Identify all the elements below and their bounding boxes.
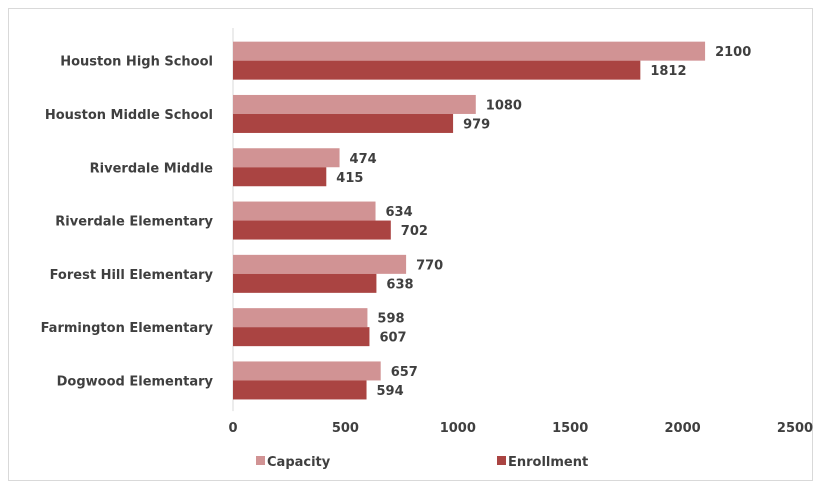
category-label-houston-middle-school: Houston Middle School — [45, 108, 213, 123]
legend: Capacity Enrollment — [256, 455, 588, 470]
category-label-farmington-elementary: Farmington Elementary — [41, 321, 214, 336]
bar-enrollment-houston-high-school — [233, 60, 641, 80]
x-tick-label-2000: 2000 — [665, 421, 701, 436]
legend-label-enrollment: Enrollment — [508, 455, 588, 470]
data-label-capacity-forest-hill-elementary: 770 — [416, 258, 443, 273]
data-label-enrollment-riverdale-elementary: 702 — [401, 224, 428, 239]
data-label-enrollment-houston-middle-school: 979 — [463, 117, 490, 132]
legend-swatch-enrollment — [497, 456, 506, 465]
x-tick-label-500: 500 — [332, 421, 359, 436]
bar-capacity-houston-high-school — [233, 41, 706, 61]
bar-enrollment-forest-hill-elementary — [233, 273, 377, 293]
bar-chart: Houston High School Houston Middle School… — [41, 28, 813, 470]
category-labels: Houston High School Houston Middle School… — [41, 55, 214, 390]
bar-capacity-dogwood-elementary — [233, 361, 381, 381]
x-tick-label-1000: 1000 — [440, 421, 476, 436]
data-label-capacity-riverdale-elementary: 634 — [386, 205, 413, 220]
bar-enrollment-riverdale-middle — [233, 167, 327, 187]
data-label-capacity-houston-high-school: 2100 — [715, 45, 751, 60]
bar-capacity-riverdale-middle — [233, 148, 340, 168]
x-tick-label-2500: 2500 — [777, 421, 813, 436]
legend-swatch-capacity — [256, 456, 265, 465]
bar-enrollment-farmington-elementary — [233, 327, 370, 347]
data-label-capacity-dogwood-elementary: 657 — [391, 365, 418, 380]
category-label-riverdale-elementary: Riverdale Elementary — [55, 215, 213, 230]
data-label-enrollment-farmington-elementary: 607 — [379, 331, 406, 346]
bar-capacity-farmington-elementary — [233, 308, 368, 328]
data-label-capacity-houston-middle-school: 1080 — [486, 98, 522, 113]
legend-label-capacity: Capacity — [267, 455, 331, 470]
x-tick-labels: 0 500 1000 1500 2000 2500 — [228, 421, 813, 436]
bars-layer — [233, 41, 706, 400]
category-label-dogwood-elementary: Dogwood Elementary — [57, 374, 214, 389]
category-label-houston-high-school: Houston High School — [60, 55, 213, 70]
bar-capacity-riverdale-elementary — [233, 201, 376, 221]
x-tick-label-0: 0 — [228, 421, 237, 436]
bar-enrollment-riverdale-elementary — [233, 220, 391, 240]
category-label-forest-hill-elementary: Forest Hill Elementary — [50, 268, 214, 283]
data-label-capacity-riverdale-middle: 474 — [350, 152, 377, 167]
bar-capacity-forest-hill-elementary — [233, 254, 407, 274]
category-label-riverdale-middle: Riverdale Middle — [90, 161, 214, 176]
data-label-enrollment-houston-high-school: 1812 — [650, 64, 686, 79]
bar-enrollment-dogwood-elementary — [233, 380, 367, 400]
bar-capacity-houston-middle-school — [233, 94, 476, 114]
chart-frame: Houston High School Houston Middle School… — [8, 8, 813, 481]
x-tick-label-1500: 1500 — [552, 421, 588, 436]
bar-enrollment-houston-middle-school — [233, 113, 454, 133]
data-label-enrollment-riverdale-middle: 415 — [336, 171, 363, 186]
data-label-capacity-farmington-elementary: 598 — [377, 312, 404, 327]
data-label-enrollment-dogwood-elementary: 594 — [377, 384, 404, 399]
data-label-enrollment-forest-hill-elementary: 638 — [386, 277, 413, 292]
